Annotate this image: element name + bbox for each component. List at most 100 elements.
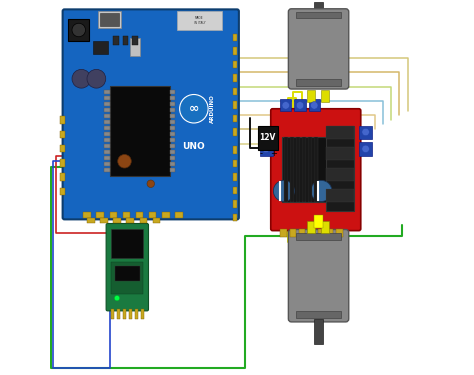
- Bar: [337, 229, 343, 237]
- Bar: [83, 212, 91, 217]
- Circle shape: [262, 128, 270, 136]
- Bar: [314, 137, 318, 202]
- Bar: [104, 108, 109, 112]
- Bar: [170, 162, 175, 166]
- Bar: [280, 229, 286, 237]
- Bar: [318, 229, 324, 237]
- Circle shape: [147, 180, 155, 188]
- Bar: [128, 309, 132, 319]
- Bar: [104, 156, 109, 160]
- Bar: [308, 229, 315, 237]
- Text: MADE
IN ITALY: MADE IN ITALY: [194, 16, 205, 25]
- Circle shape: [296, 102, 304, 109]
- Bar: [321, 220, 329, 232]
- Bar: [294, 99, 306, 111]
- Bar: [307, 220, 315, 232]
- Circle shape: [72, 69, 91, 88]
- Bar: [326, 147, 354, 160]
- Bar: [96, 212, 104, 217]
- Circle shape: [114, 296, 119, 301]
- Bar: [296, 311, 341, 318]
- Bar: [139, 217, 147, 223]
- Circle shape: [72, 23, 85, 37]
- Bar: [326, 126, 354, 139]
- Bar: [170, 156, 175, 160]
- Bar: [296, 232, 341, 240]
- FancyBboxPatch shape: [288, 9, 349, 89]
- Circle shape: [362, 128, 369, 136]
- Circle shape: [282, 102, 290, 109]
- Bar: [149, 212, 156, 217]
- Bar: [326, 126, 354, 211]
- Bar: [314, 2, 323, 14]
- Bar: [113, 217, 121, 223]
- Bar: [104, 168, 109, 172]
- Bar: [233, 47, 237, 55]
- Bar: [104, 150, 109, 154]
- Bar: [309, 99, 320, 111]
- FancyBboxPatch shape: [63, 9, 239, 219]
- Bar: [104, 90, 109, 94]
- Bar: [170, 96, 175, 100]
- Bar: [233, 146, 237, 154]
- Bar: [314, 214, 323, 228]
- Bar: [170, 120, 175, 124]
- Bar: [233, 200, 237, 208]
- Bar: [233, 214, 237, 221]
- Bar: [233, 160, 237, 167]
- Bar: [170, 102, 175, 106]
- Text: UNO: UNO: [182, 142, 205, 151]
- Bar: [233, 187, 237, 194]
- Text: 12V: 12V: [260, 134, 276, 142]
- Text: ARDUINO: ARDUINO: [210, 94, 215, 123]
- Bar: [359, 142, 372, 156]
- Bar: [296, 12, 341, 18]
- Bar: [233, 115, 237, 122]
- Bar: [136, 212, 143, 217]
- Bar: [170, 90, 175, 94]
- Bar: [359, 126, 372, 139]
- Text: -: -: [260, 149, 263, 158]
- Bar: [314, 319, 323, 344]
- Bar: [175, 212, 182, 217]
- Bar: [170, 108, 175, 112]
- Bar: [327, 229, 333, 237]
- Bar: [258, 126, 278, 150]
- Bar: [170, 168, 175, 172]
- Bar: [110, 309, 114, 319]
- Bar: [302, 137, 306, 202]
- Bar: [233, 74, 237, 82]
- Bar: [111, 262, 143, 294]
- Bar: [282, 137, 327, 202]
- Bar: [123, 36, 128, 45]
- Circle shape: [311, 180, 332, 201]
- Bar: [233, 128, 237, 136]
- Bar: [296, 80, 341, 86]
- Bar: [109, 212, 117, 217]
- Bar: [60, 116, 64, 124]
- Bar: [170, 132, 175, 136]
- Bar: [104, 126, 109, 130]
- Bar: [290, 137, 293, 202]
- Bar: [87, 217, 94, 223]
- Bar: [170, 150, 175, 154]
- Circle shape: [118, 154, 131, 168]
- Bar: [60, 173, 64, 181]
- Bar: [135, 309, 138, 319]
- Bar: [100, 13, 119, 26]
- Bar: [104, 102, 109, 106]
- Bar: [104, 96, 109, 100]
- Bar: [92, 41, 108, 54]
- Bar: [113, 36, 119, 45]
- Bar: [321, 90, 329, 102]
- Bar: [115, 266, 139, 281]
- Circle shape: [273, 180, 294, 201]
- Bar: [296, 137, 300, 202]
- Bar: [170, 126, 175, 130]
- Bar: [233, 88, 237, 95]
- Bar: [104, 120, 109, 124]
- Bar: [170, 138, 175, 142]
- Bar: [290, 229, 296, 237]
- Bar: [141, 309, 145, 319]
- Bar: [60, 159, 64, 166]
